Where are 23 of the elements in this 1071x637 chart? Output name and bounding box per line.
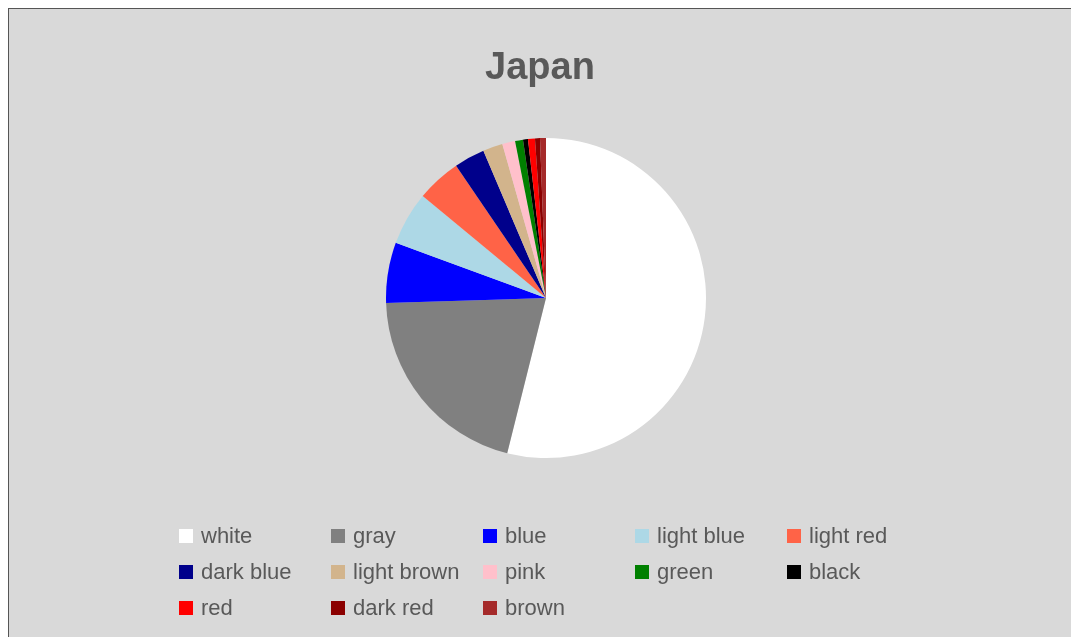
legend-label: gray [352, 523, 397, 549]
pie-slice [422, 165, 546, 298]
legend-label: blue [504, 523, 548, 549]
pie-slice [522, 139, 546, 298]
legend-label: dark blue [200, 559, 293, 585]
legend-label: red [200, 595, 234, 621]
legend-label: pink [504, 559, 547, 585]
legend-label: dark red [352, 595, 435, 621]
chart-title: Japan [484, 44, 596, 89]
legend-label: light red [808, 523, 889, 549]
pie-slice [395, 196, 546, 298]
pie-slice [386, 242, 546, 304]
pie-slice [507, 138, 706, 458]
legend-label: white [200, 523, 254, 549]
legend-label: black [808, 559, 862, 585]
legend-label: brown [504, 595, 566, 621]
pie-slice [483, 144, 546, 298]
legend-label: light brown [352, 559, 461, 585]
pie-slice [502, 141, 546, 298]
legend-label: green [656, 559, 715, 585]
legend-label: light blue [656, 523, 747, 549]
pie-slice [456, 150, 546, 298]
pie-slice [386, 298, 546, 454]
